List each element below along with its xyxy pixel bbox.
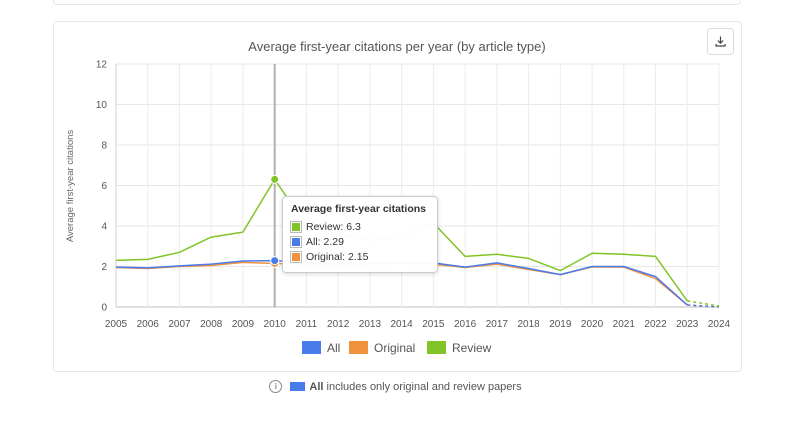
- x-tick-2013: 2013: [359, 319, 382, 330]
- x-tick-2011: 2011: [296, 319, 318, 330]
- x-tick-2024: 2024: [708, 319, 731, 330]
- footnote-swatch: [290, 382, 306, 391]
- x-tick-2014: 2014: [391, 319, 414, 330]
- x-tick-2015: 2015: [422, 319, 445, 330]
- x-tick-2006: 2006: [137, 319, 160, 330]
- x-tick-2007: 2007: [168, 319, 191, 330]
- tooltip-label-review: Review: 6.3: [306, 220, 361, 233]
- x-tick-2008: 2008: [200, 319, 223, 330]
- y-tick-0: 0: [101, 303, 107, 314]
- tooltip-swatch-original: [290, 250, 302, 263]
- footnote-text: includes only original and review papers: [323, 380, 522, 393]
- marker-review: [270, 174, 280, 184]
- x-tick-2020: 2020: [581, 319, 604, 330]
- legend[interactable]: All Original Review: [302, 341, 492, 355]
- y-tick-8: 8: [101, 141, 107, 152]
- download-button[interactable]: [707, 28, 734, 55]
- chart-card: [53, 21, 742, 372]
- x-tick-2017: 2017: [486, 319, 509, 330]
- footnote-bold: All: [309, 380, 324, 393]
- x-tick-2023: 2023: [676, 319, 699, 330]
- previous-card: [53, 0, 741, 5]
- legend-label-review: Review: [452, 341, 492, 355]
- marker-all: [270, 256, 280, 266]
- tooltip-row-original: Original: 2.15: [290, 249, 429, 264]
- legend-label-original: Original: [374, 341, 415, 355]
- y-tick-4: 4: [101, 222, 107, 233]
- download-icon: [715, 36, 726, 47]
- y-axis-label: Average first-year citations: [65, 130, 76, 243]
- x-ticks: 2005 2006 2007 2008 2009 2010 2011 2012 2013 2014…: [105, 319, 731, 330]
- y-ticks: 0 2 4 6 8 10 12: [96, 60, 108, 314]
- legend-swatch-review: [427, 341, 446, 354]
- x-tick-2018: 2018: [517, 319, 540, 330]
- y-tick-12: 12: [96, 60, 108, 71]
- hover-markers: [270, 174, 280, 268]
- x-tick-2021: 2021: [613, 319, 636, 330]
- info-icon: i: [269, 380, 283, 393]
- tooltip-swatch-all: [290, 235, 302, 248]
- legend-swatch-original: [349, 341, 368, 354]
- x-tick-2005: 2005: [105, 319, 128, 330]
- legend-label-all: All: [327, 341, 340, 355]
- x-tick-2019: 2019: [549, 319, 572, 330]
- tooltip-swatch-review: [290, 220, 302, 233]
- tooltip-row-all: All: 2.29: [290, 234, 429, 249]
- tooltip-label-all: All: 2.29: [306, 235, 344, 248]
- y-tick-2: 2: [101, 262, 107, 273]
- tooltip-row-review: Review: 6.3: [290, 219, 429, 234]
- series-dash-all: [687, 304, 720, 308]
- x-tick-2010: 2010: [264, 319, 287, 330]
- y-tick-6: 6: [101, 181, 107, 192]
- x-tick-2012: 2012: [327, 319, 350, 330]
- footnote: i All includes only original and review …: [0, 380, 791, 393]
- chart-title: Average first-year citations per year (b…: [248, 39, 545, 54]
- x-tick-2016: 2016: [454, 319, 477, 330]
- legend-swatch-all: [302, 341, 321, 354]
- tooltip-label-original: Original: 2.15: [306, 250, 369, 263]
- tooltip-title: Average first-year citations: [291, 203, 426, 215]
- x-tick-2022: 2022: [644, 319, 667, 330]
- y-tick-10: 10: [96, 100, 108, 111]
- series-dash-review: [687, 300, 720, 307]
- tooltip: Average first-year citations Review: 6.3…: [282, 196, 438, 273]
- x-tick-2009: 2009: [232, 319, 255, 330]
